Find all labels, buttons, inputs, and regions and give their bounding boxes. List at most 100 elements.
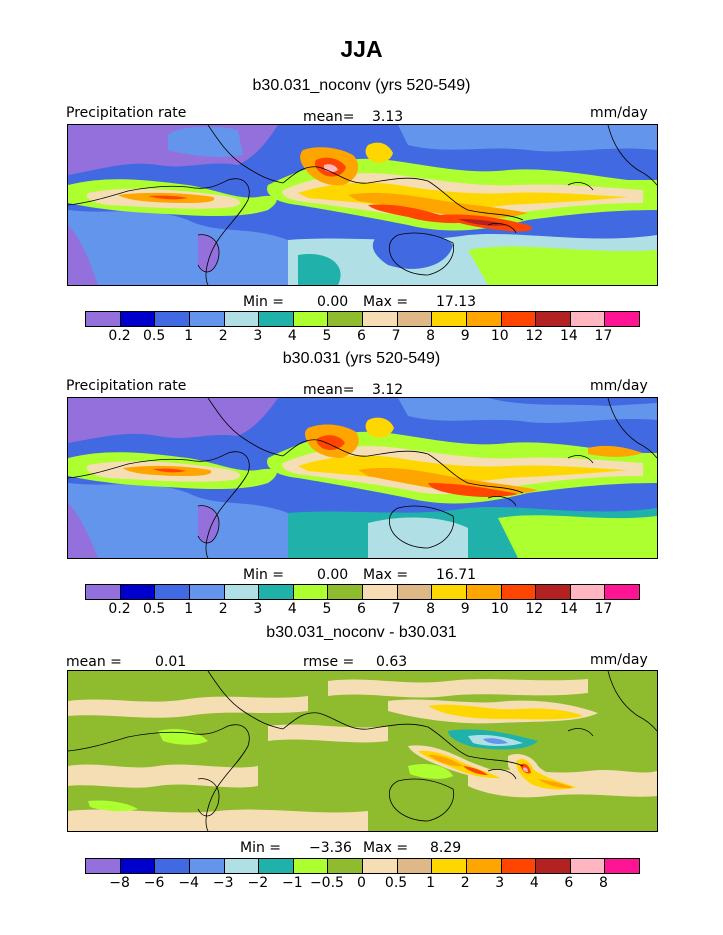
colorbar-tick-label: 0: [357, 875, 366, 891]
colorbar-swatch: [570, 859, 606, 873]
panel2-map-svg: [68, 398, 657, 558]
colorbar-swatch: [120, 312, 156, 326]
colorbar-tick-label: 7: [391, 328, 401, 344]
colorbar-swatch: [328, 585, 363, 599]
colorbar-tick-label: 12: [525, 328, 544, 344]
colorbar-swatch: [86, 585, 121, 599]
colorbar-tick-label: 2: [218, 601, 228, 617]
colorbar-tick-label: 5: [322, 328, 332, 344]
colorbar-swatch: [259, 585, 294, 599]
panel2-max-value: 16.71: [436, 567, 477, 583]
panel2-min-value: 0.00: [317, 567, 349, 583]
panel1-units-label: mm/day: [590, 105, 648, 121]
panel2-max-label: Max =: [363, 567, 409, 583]
panel2-colorbar: [85, 584, 640, 600]
colorbar-tick-label: 8: [426, 601, 436, 617]
colorbar-tick-label: −4: [178, 875, 200, 891]
colorbar-swatch: [189, 859, 225, 873]
panel2-mean-label: mean=: [303, 382, 355, 398]
colorbar-swatch: [120, 585, 156, 599]
colorbar-swatch: [397, 859, 433, 873]
colorbar-swatch: [189, 585, 225, 599]
colorbar-swatch: [605, 859, 639, 873]
panel2-units-label: mm/day: [590, 378, 648, 394]
colorbar-swatch: [501, 585, 537, 599]
panel1-map: [67, 124, 658, 286]
colorbar-swatch: [570, 585, 606, 599]
colorbar-swatch: [224, 859, 260, 873]
panel3-colorbar-ticks: −8 −6 −4 −3 −2 −1 −0.5 0 0.5 1 2 3 4 6 8: [85, 875, 640, 893]
colorbar-swatch: [328, 312, 363, 326]
colorbar-tick-label: 10: [490, 601, 509, 617]
colorbar-swatch: [466, 859, 502, 873]
colorbar-tick-label: 1: [184, 328, 194, 344]
colorbar-swatch: [605, 312, 639, 326]
panel3-mean-label: mean =: [66, 654, 122, 670]
colorbar-tick-label: −0.5: [309, 875, 344, 891]
colorbar-swatch: [466, 585, 502, 599]
colorbar-swatch: [536, 859, 571, 873]
colorbar-tick-label: −6: [143, 875, 165, 891]
colorbar-tick-label: 4: [529, 875, 539, 891]
colorbar-tick-label: 1: [426, 875, 436, 891]
colorbar-swatch: [466, 312, 502, 326]
colorbar-swatch: [86, 859, 121, 873]
colorbar-swatch: [570, 312, 606, 326]
panel1-mean-label: mean=: [303, 109, 355, 125]
colorbar-tick-label: 14: [559, 601, 578, 617]
panel3-colorbar: [85, 858, 640, 874]
colorbar-swatch: [501, 859, 537, 873]
colorbar-swatch: [397, 585, 433, 599]
panel1-max-value: 17.13: [436, 294, 477, 310]
colorbar-tick-label: 4: [287, 601, 297, 617]
colorbar-tick-label: 1: [184, 601, 194, 617]
colorbar-tick-label: 9: [460, 601, 470, 617]
colorbar-swatch: [189, 312, 225, 326]
colorbar-swatch: [155, 312, 190, 326]
colorbar-swatch: [363, 585, 398, 599]
panel1-min-value: 0.00: [317, 294, 349, 310]
colorbar-swatch: [432, 312, 467, 326]
colorbar-swatch: [328, 859, 363, 873]
colorbar-swatch: [259, 312, 294, 326]
colorbar-swatch: [501, 312, 537, 326]
colorbar-tick-label: −1: [282, 875, 303, 891]
colorbar-swatch: [224, 585, 260, 599]
colorbar-swatch: [259, 859, 294, 873]
colorbar-swatch: [432, 585, 467, 599]
panel1-title: b30.031_noconv (yrs 520-549): [252, 77, 471, 94]
colorbar-tick-label: 0.2: [108, 601, 131, 617]
colorbar-tick-label: 17: [594, 328, 613, 344]
colorbar-swatch: [120, 859, 156, 873]
colorbar-tick-label: 3: [253, 328, 263, 344]
panel1-max-label: Max =: [363, 294, 409, 310]
panel3-units-label: mm/day: [590, 652, 648, 668]
colorbar-swatch: [155, 585, 190, 599]
colorbar-tick-label: −3: [212, 875, 234, 891]
colorbar-tick-label: 6: [564, 875, 574, 891]
colorbar-tick-label: 0.5: [142, 328, 166, 344]
colorbar-swatch: [605, 585, 639, 599]
colorbar-tick-label: 3: [253, 601, 263, 617]
colorbar-swatch: [86, 312, 121, 326]
colorbar-tick-label: 6: [357, 328, 366, 344]
panel1-map-svg: [68, 125, 657, 285]
colorbar-swatch: [293, 859, 329, 873]
colorbar-swatch: [397, 312, 433, 326]
colorbar-tick-label: 0.2: [108, 328, 131, 344]
colorbar-tick-label: 14: [559, 328, 578, 344]
colorbar-tick-label: −8: [109, 875, 130, 891]
colorbar-tick-label: 3: [495, 875, 505, 891]
panel1-min-label: Min =: [243, 294, 285, 310]
colorbar-tick-label: 10: [490, 328, 509, 344]
panel3-max-label: Max =: [363, 840, 409, 856]
panel3-title: b30.031_noconv - b30.031: [266, 624, 457, 641]
panel3-map-svg: [68, 671, 657, 831]
panel2-colorbar-ticks: 0.2 0.5 1 2 3 4 5 6 7 8 9 10 12 14 17: [85, 601, 640, 619]
colorbar-swatch: [293, 585, 329, 599]
panel1-colorbar: [85, 311, 640, 327]
colorbar-tick-label: 8: [426, 328, 436, 344]
panel3-mean-value: 0.01: [155, 654, 187, 670]
colorbar-swatch: [536, 312, 571, 326]
panel3-rmse-value: 0.63: [376, 654, 408, 670]
